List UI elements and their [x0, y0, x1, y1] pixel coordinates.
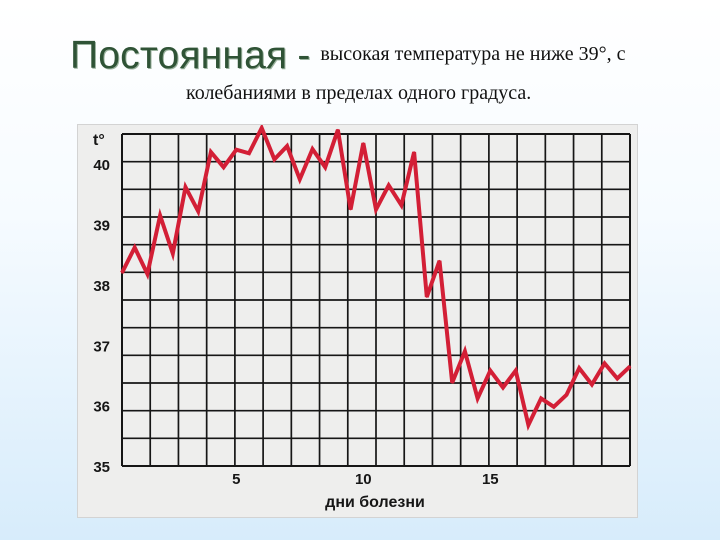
temperature-point	[400, 204, 403, 207]
temperature-point	[133, 246, 136, 249]
temperature-point	[184, 186, 187, 188]
x-tick-label: 5	[232, 471, 240, 488]
y-tick-label: 37	[93, 338, 110, 355]
temperature-point	[489, 369, 492, 372]
y-tick-label: 40	[93, 157, 110, 174]
chart-panel: 35 36 37 38 39 40 5 10 15 t° дни болезни	[77, 124, 638, 518]
temperature-point	[476, 397, 479, 400]
temperature-point	[222, 166, 225, 169]
temperature-point	[514, 369, 517, 372]
heading-description-line-1: высокая температура не ниже 39°, с	[320, 43, 626, 65]
temperature-point	[311, 148, 314, 150]
temperature-point	[438, 259, 441, 262]
temperature-point	[451, 381, 454, 384]
temperature-point	[362, 142, 365, 144]
x-axis-label: дни болезни	[325, 494, 425, 511]
temperature-point	[464, 350, 466, 353]
temperature-chart: 35 36 37 38 39 40 5 10 15 t° дни болезни	[93, 125, 632, 511]
heading-main-term: Постоянная	[70, 34, 288, 77]
temperature-point	[578, 367, 581, 370]
temperature-point	[273, 158, 276, 161]
chart-series-layer	[120, 125, 632, 432]
temperature-point	[248, 152, 250, 155]
chart-ticks: 35 36 37 38 39 40 5 10 15	[93, 157, 498, 488]
temperature-point	[413, 151, 415, 153]
heading-line-1: Постоянная - высокая температура не ниже 3…	[70, 34, 625, 78]
heading-separator: -	[297, 34, 311, 77]
temperature-point	[286, 145, 288, 147]
temperature-point	[629, 365, 631, 368]
y-tick-label: 38	[93, 278, 110, 295]
y-tick-label: 39	[93, 218, 110, 235]
x-tick-label: 10	[355, 471, 372, 488]
chart-grid	[121, 133, 631, 467]
temperature-point	[337, 128, 339, 131]
temperature-point	[527, 424, 530, 426]
temperature-point	[375, 208, 377, 211]
temperature-point	[591, 383, 593, 386]
temperature-point	[324, 166, 327, 169]
temperature-point	[387, 184, 390, 187]
slide-heading: Постоянная - высокая температура не ниже 3…	[70, 34, 710, 108]
temperature-point	[565, 393, 568, 396]
temperature-point	[197, 210, 200, 213]
y-axis-label: t°	[93, 132, 105, 149]
temperature-point	[210, 151, 212, 153]
temperature-point	[349, 208, 352, 211]
temperature-point	[235, 148, 238, 151]
heading-description-line-2: колебаниями в пределах одного градуса.	[186, 82, 532, 104]
temperature-point	[552, 405, 555, 408]
temperature-point	[603, 362, 606, 365]
temperature-point	[298, 178, 301, 181]
y-tick-label: 35	[93, 459, 110, 476]
temperature-point	[146, 273, 149, 275]
temperature-point	[616, 377, 619, 380]
temperature-point	[171, 252, 174, 255]
temperature-point	[159, 214, 161, 217]
y-tick-label: 36	[93, 399, 110, 416]
temperature-point	[425, 296, 428, 298]
temperature-point	[121, 271, 123, 274]
temperature-point	[540, 397, 542, 400]
x-tick-label: 15	[482, 471, 499, 488]
temperature-point	[502, 386, 504, 389]
temperature-point	[260, 127, 263, 129]
